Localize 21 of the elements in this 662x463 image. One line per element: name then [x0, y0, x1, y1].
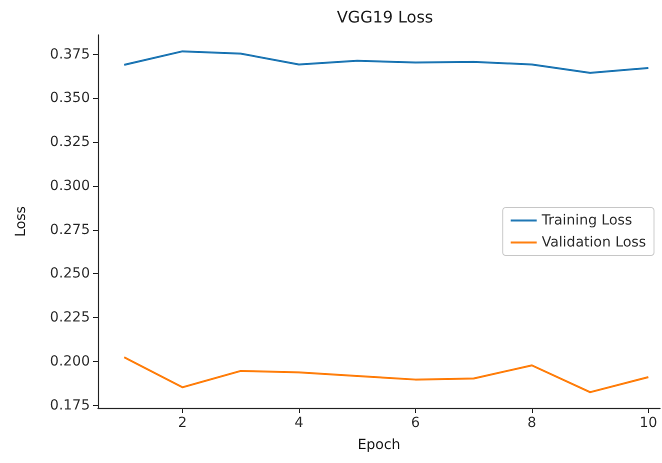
legend-label: Validation Loss [542, 234, 646, 250]
y-tick-label: 0.375 [50, 46, 90, 62]
y-tick-label: 0.225 [50, 310, 90, 326]
x-tick-label: 2 [178, 415, 187, 431]
y-tick-label: 0.300 [50, 178, 90, 194]
line-series [123, 50, 650, 74]
line-series [123, 356, 650, 394]
y-tick-label: 0.200 [50, 353, 90, 370]
x-tick-label: 8 [527, 415, 536, 431]
y-tick-label: 0.175 [50, 397, 90, 414]
chart-title: VGG19 Loss [336, 8, 434, 26]
x-tick-label: 4 [294, 415, 304, 431]
x-tick-label: 10 [639, 415, 658, 431]
x-axis-title: Epoch [358, 437, 400, 453]
y-tick-label: 0.325 [50, 134, 90, 150]
y-tick-label: 0.275 [50, 222, 90, 238]
legend-label: Training Loss [540, 212, 632, 228]
x-tick-label: 6 [410, 415, 420, 431]
y-axis-title: Loss [13, 206, 29, 237]
y-tick-label: 0.250 [50, 266, 90, 282]
y-tick-label: 0.350 [50, 90, 90, 106]
